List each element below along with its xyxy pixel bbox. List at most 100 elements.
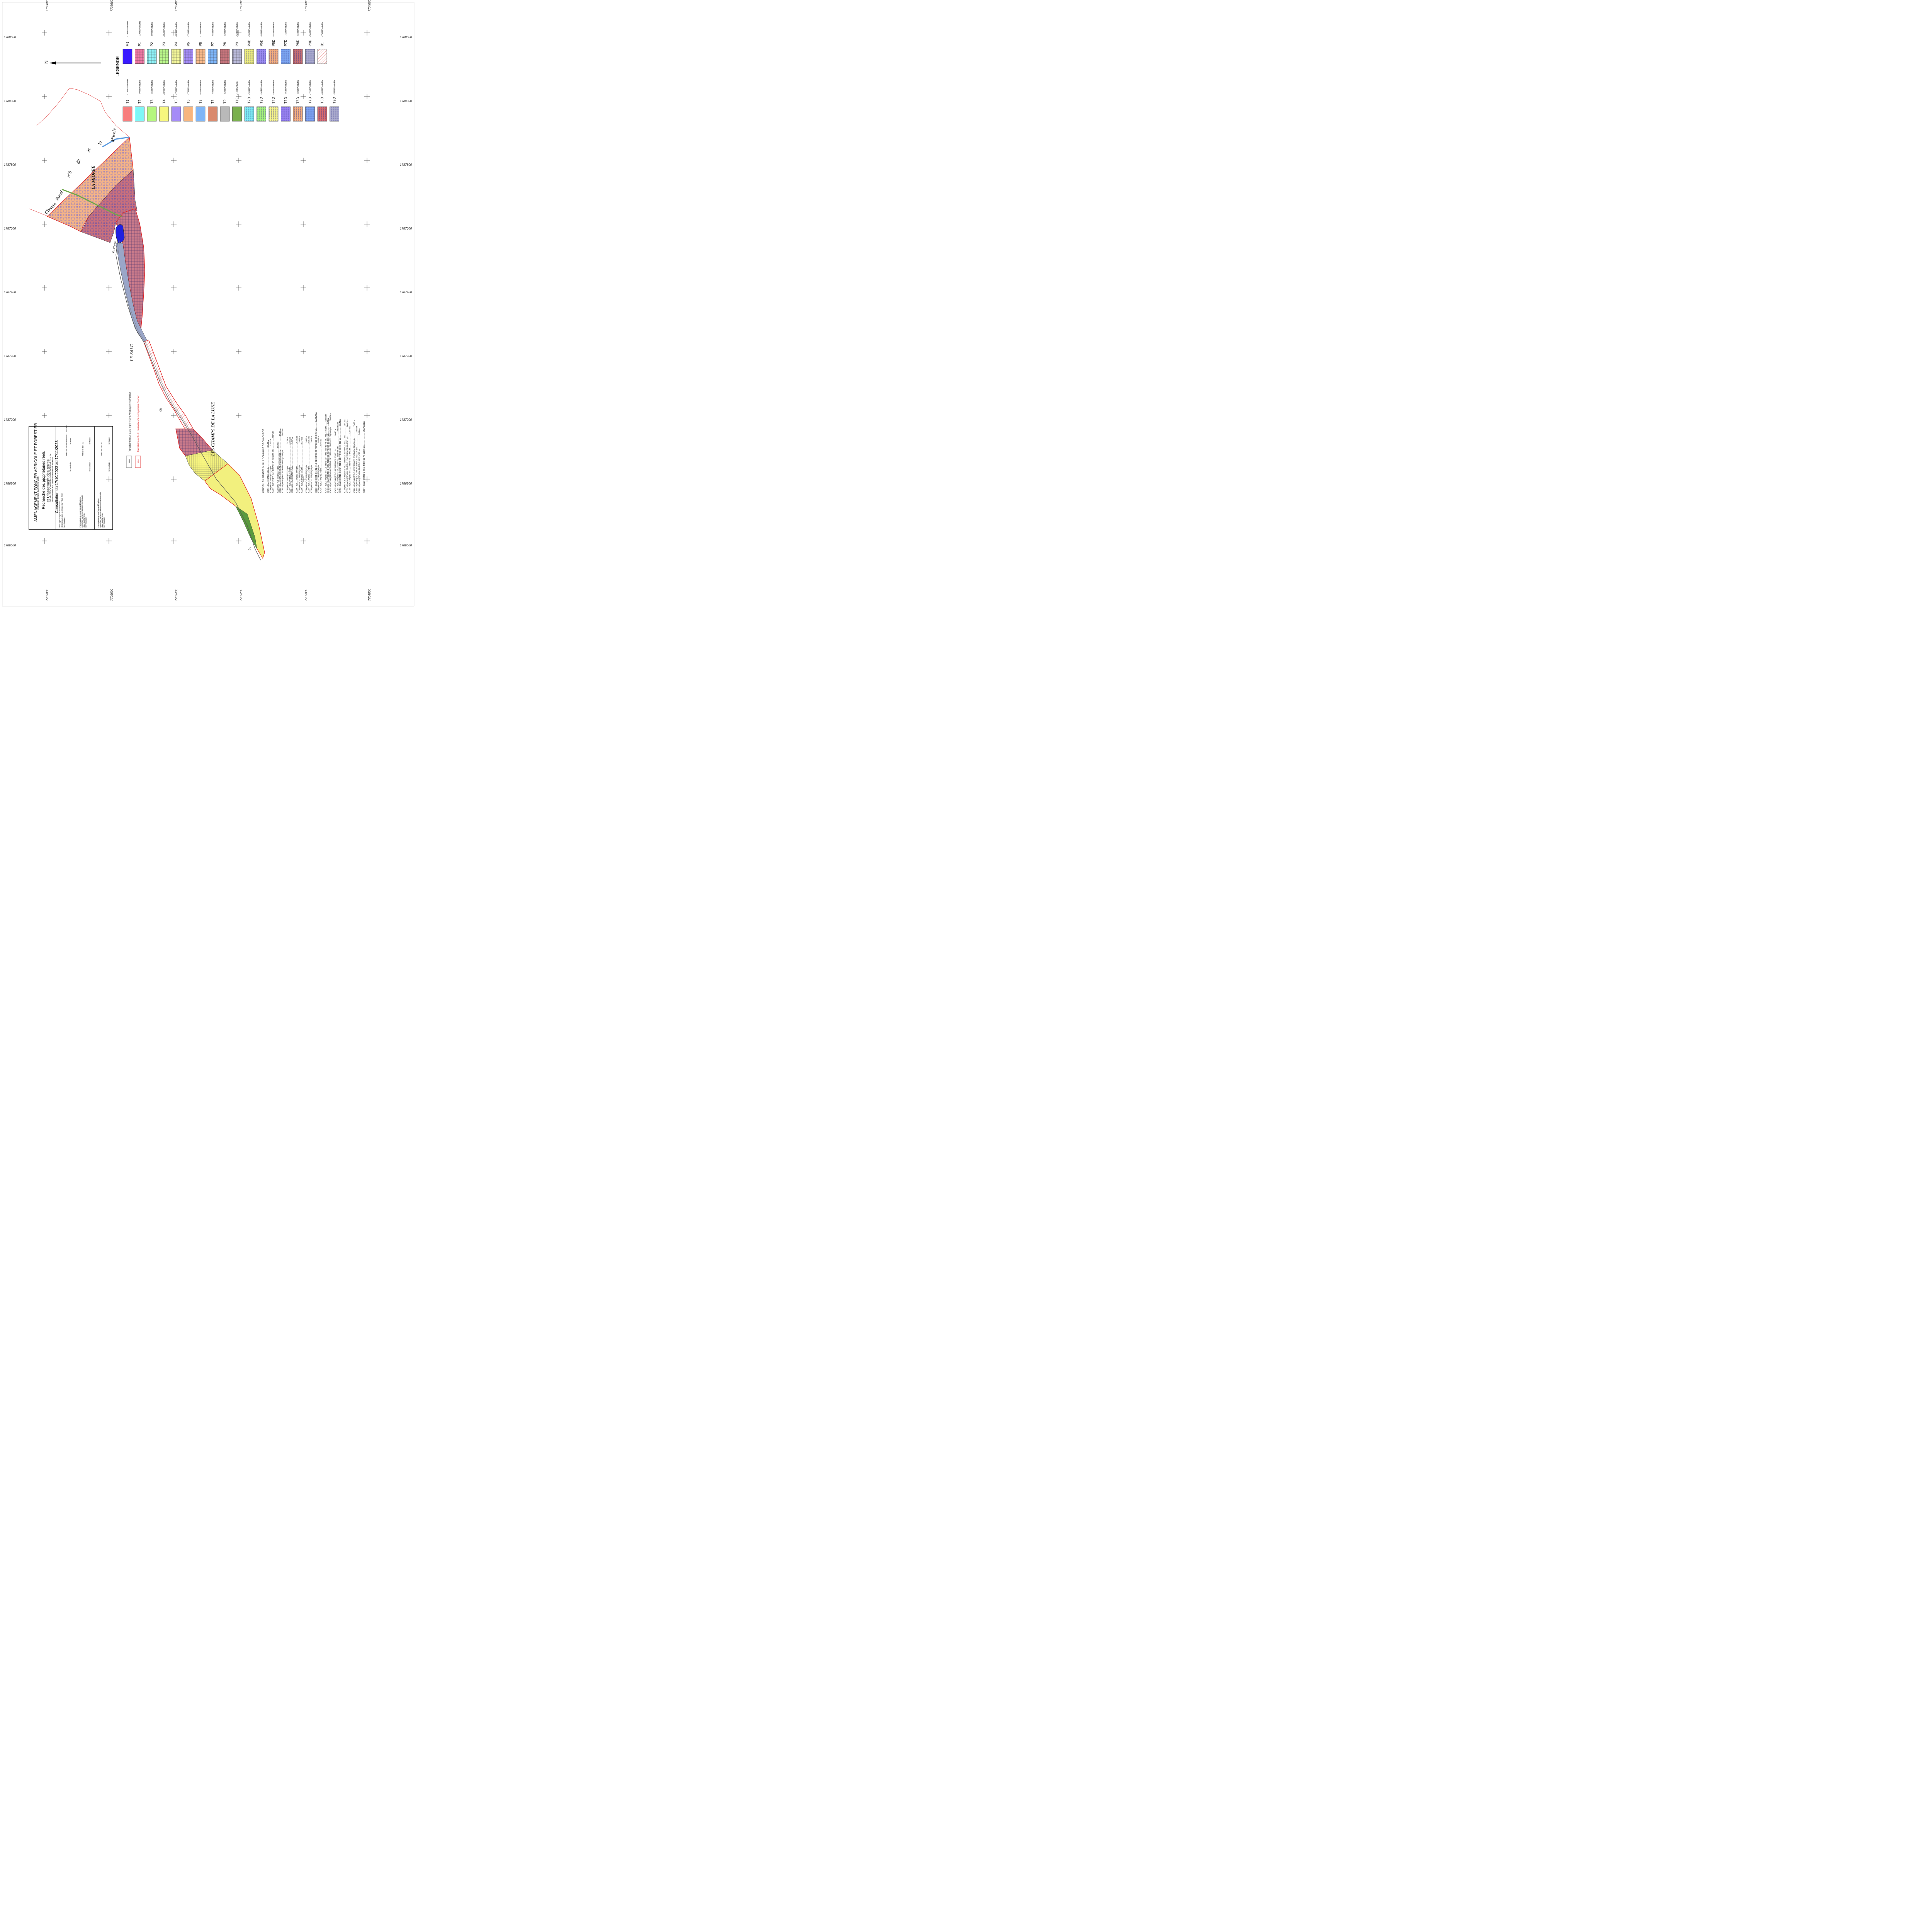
legend-swatch-p7 bbox=[208, 49, 218, 64]
legend-code-t4: T4 bbox=[162, 99, 166, 104]
legend-value-t2d: - 9450 Points/Ha bbox=[248, 80, 251, 95]
legend-swatch-m1 bbox=[122, 49, 133, 64]
box3-f: AFFICHE DU bbox=[100, 446, 102, 456]
perim-excluded-box bbox=[135, 456, 141, 468]
parcel-p9-strip bbox=[116, 243, 147, 342]
coord-left: 1786600 bbox=[4, 544, 16, 547]
box1-e: AFFICHE DU 17/10/2023 au 17/11/2023 bbox=[66, 425, 68, 456]
legend-code-p5d: P5D bbox=[260, 39, 263, 46]
legend-code-p6: P6 bbox=[199, 42, 202, 46]
box3-e: le Président : bbox=[103, 517, 105, 527]
legend-value-p4d: - 9020 Points/Ha bbox=[248, 22, 251, 37]
legend-swatch-t9 bbox=[220, 106, 230, 122]
box2-f: AFFICHE DU bbox=[82, 446, 84, 456]
legend-code-t7: T7 bbox=[199, 99, 202, 104]
legend-code-t7d: T7D bbox=[308, 97, 312, 104]
legend-swatch-p8d bbox=[293, 49, 303, 64]
legend-swatch-p8 bbox=[220, 49, 230, 64]
label-la: la bbox=[97, 141, 103, 145]
legend-swatch-p7d bbox=[281, 49, 291, 64]
legend-code-p8: P8 bbox=[223, 42, 227, 46]
legend-swatch-t7d bbox=[305, 106, 315, 122]
legend-value-t6: - 7500 Points/Ha bbox=[188, 80, 190, 95]
parcel-list-title: PARCELLES SITUEES SUR LA COMMUNE DE CHAO… bbox=[263, 429, 265, 493]
legend-code-p7d: P7D bbox=[284, 39, 288, 46]
coord-bottom: 7705400 bbox=[175, 588, 178, 601]
legend-code-t2d: T2D bbox=[247, 97, 251, 104]
coord-bottom: 7705200 bbox=[240, 588, 243, 601]
legend-value-p8d: - 6600 Points/Ha bbox=[297, 22, 299, 37]
label-le-sale: LE SALE bbox=[129, 344, 134, 362]
label-dit: dit bbox=[75, 158, 82, 165]
legend-code-t1: T1 bbox=[126, 99, 129, 104]
legend-value-t5d: - 8580 Points/Ha bbox=[285, 80, 287, 95]
legend-code-t6: T6 bbox=[187, 99, 190, 104]
legend-row-1: M1 - 10000 Points/Ha P1 - 10000 Points/Ha P2… bbox=[122, 21, 327, 64]
legend-code-t8: T8 bbox=[211, 99, 215, 104]
parcel-t8d-center bbox=[81, 170, 138, 243]
coord-top: 7705800 bbox=[46, 0, 49, 12]
legend-value-t8: - 6000 Points/Ha bbox=[212, 80, 214, 95]
legend-swatch-t7 bbox=[195, 106, 206, 122]
coord-right: 1787800 bbox=[400, 163, 412, 167]
river-line-2 bbox=[117, 240, 203, 453]
parcel-list-line: C 804 - Cp-2740 (T8D-2 47 11-T7D-0 07 70… bbox=[363, 421, 365, 493]
legend-swatch-t3d bbox=[257, 106, 266, 122]
label-n9: n°9 bbox=[66, 170, 73, 178]
legend-swatch-t10 bbox=[232, 106, 242, 122]
blue-edge bbox=[102, 136, 130, 148]
legend-value-t4: - 8200 Points/Ha bbox=[163, 80, 166, 95]
box1-a: Plan approuvé par la Commission bbox=[59, 501, 61, 527]
legend-code-p8d: P8D bbox=[296, 39, 300, 46]
legend-code-b1: B1 bbox=[320, 42, 324, 46]
legend-swatch-p5d bbox=[257, 49, 266, 64]
perim-included-box bbox=[126, 456, 132, 468]
box1-c: le Secrétaire : bbox=[70, 461, 71, 471]
parcel-list-line: C 802 - Cp-490 (T8D-0 09 20-T8D-0 09 95)… bbox=[356, 426, 359, 493]
legend-code-p1: P1 bbox=[138, 42, 142, 46]
coord-bottom: 7705800 bbox=[46, 588, 49, 601]
legend-value-p1: - 10000 Points/Ha bbox=[139, 21, 141, 37]
parcel-m1-pond bbox=[116, 224, 125, 243]
external-boundary-2 bbox=[29, 208, 49, 217]
legend-code-t10: T10 bbox=[235, 97, 239, 104]
legend-code-t3: T3 bbox=[150, 99, 154, 104]
parcel-t4-tail bbox=[204, 463, 265, 559]
legend-swatch-t9d bbox=[330, 106, 339, 122]
legend-swatch-p9d bbox=[305, 49, 315, 64]
legend-code-p6d: P6D bbox=[272, 39, 275, 46]
legend-value-p3: - 8500 Points/Ha bbox=[163, 22, 166, 37]
parcel-list-line: C 303p01 - Cp-480 (T10)-2 pts...........… bbox=[286, 437, 289, 493]
legend-value-t3: - 8500 Points/Ha bbox=[151, 80, 153, 95]
coord-bottom: 7705000 bbox=[304, 588, 308, 601]
legend-value-t8d: - 6600 Points/Ha bbox=[321, 80, 324, 95]
map-sheet: Chemin Rural n°9 dit de la M'ivoie LA MI… bbox=[0, 0, 416, 609]
coord-left: 1787800 bbox=[4, 163, 16, 167]
parcel-list-line: C 307p01 - Cp-1820 (T10)-3 pts..........… bbox=[310, 436, 313, 493]
coord-top: 7704800 bbox=[368, 0, 371, 12]
legend-swatch-t8 bbox=[208, 106, 218, 122]
coord-top: 7705400 bbox=[175, 0, 178, 12]
legend-swatch-t2 bbox=[135, 106, 144, 122]
legend-value-p9d: - 5500 Points/Ha bbox=[309, 22, 312, 37]
parcel-list-line: C 797 - Cp-490 (T10-0 02 71-T8D-0 10 47-… bbox=[346, 419, 349, 493]
cadastral-map: Chemin Rural n°9 dit de la M'ivoie LA MI… bbox=[2, 2, 415, 607]
legend-value-p6: - 7500 Points/Ha bbox=[200, 22, 202, 37]
legend-value-p7d: - 7150 Points/Ha bbox=[285, 22, 287, 37]
parcel-list-line: C 301p01 - Cp-480 (T10)-6 pts...........… bbox=[277, 441, 279, 493]
perim-excluded-label: Parcellaire exclu du périmètre d'Aménage… bbox=[138, 395, 140, 452]
river-line bbox=[116, 239, 261, 561]
coord-left: 1787200 bbox=[4, 354, 16, 358]
box2-g: AU bbox=[82, 442, 84, 444]
legend-value-p6d: - 8250 Points/Ha bbox=[273, 22, 275, 37]
legend-swatch-p6 bbox=[195, 49, 206, 64]
legend-code-p9d: P9D bbox=[308, 39, 312, 46]
coord-right: 1786800 bbox=[400, 482, 412, 485]
parcels bbox=[46, 136, 265, 561]
label-de: de bbox=[85, 147, 92, 153]
legend-value-t6d: - 8250 Points/Ha bbox=[297, 80, 299, 95]
parcel-list-line: C 305p01 - Cp-1310 (T10)-2 pts..........… bbox=[298, 436, 301, 493]
legend-swatch-t1 bbox=[122, 106, 133, 122]
legend-swatch-p3 bbox=[159, 49, 169, 64]
legend-swatch-t4 bbox=[159, 106, 169, 122]
